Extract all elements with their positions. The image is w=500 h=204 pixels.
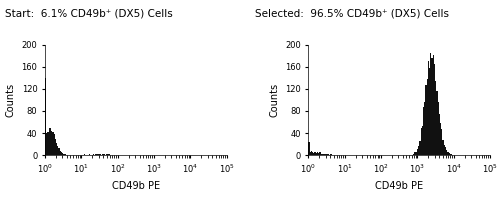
- Text: Start:  6.1% CD49b⁺ (DX5) Cells: Start: 6.1% CD49b⁺ (DX5) Cells: [5, 8, 173, 18]
- Text: Selected:  96.5% CD49b⁺ (DX5) Cells: Selected: 96.5% CD49b⁺ (DX5) Cells: [255, 8, 449, 18]
- Y-axis label: Counts: Counts: [270, 83, 280, 117]
- Y-axis label: Counts: Counts: [6, 83, 16, 117]
- X-axis label: CD49b PE: CD49b PE: [112, 181, 160, 191]
- X-axis label: CD49b PE: CD49b PE: [375, 181, 423, 191]
